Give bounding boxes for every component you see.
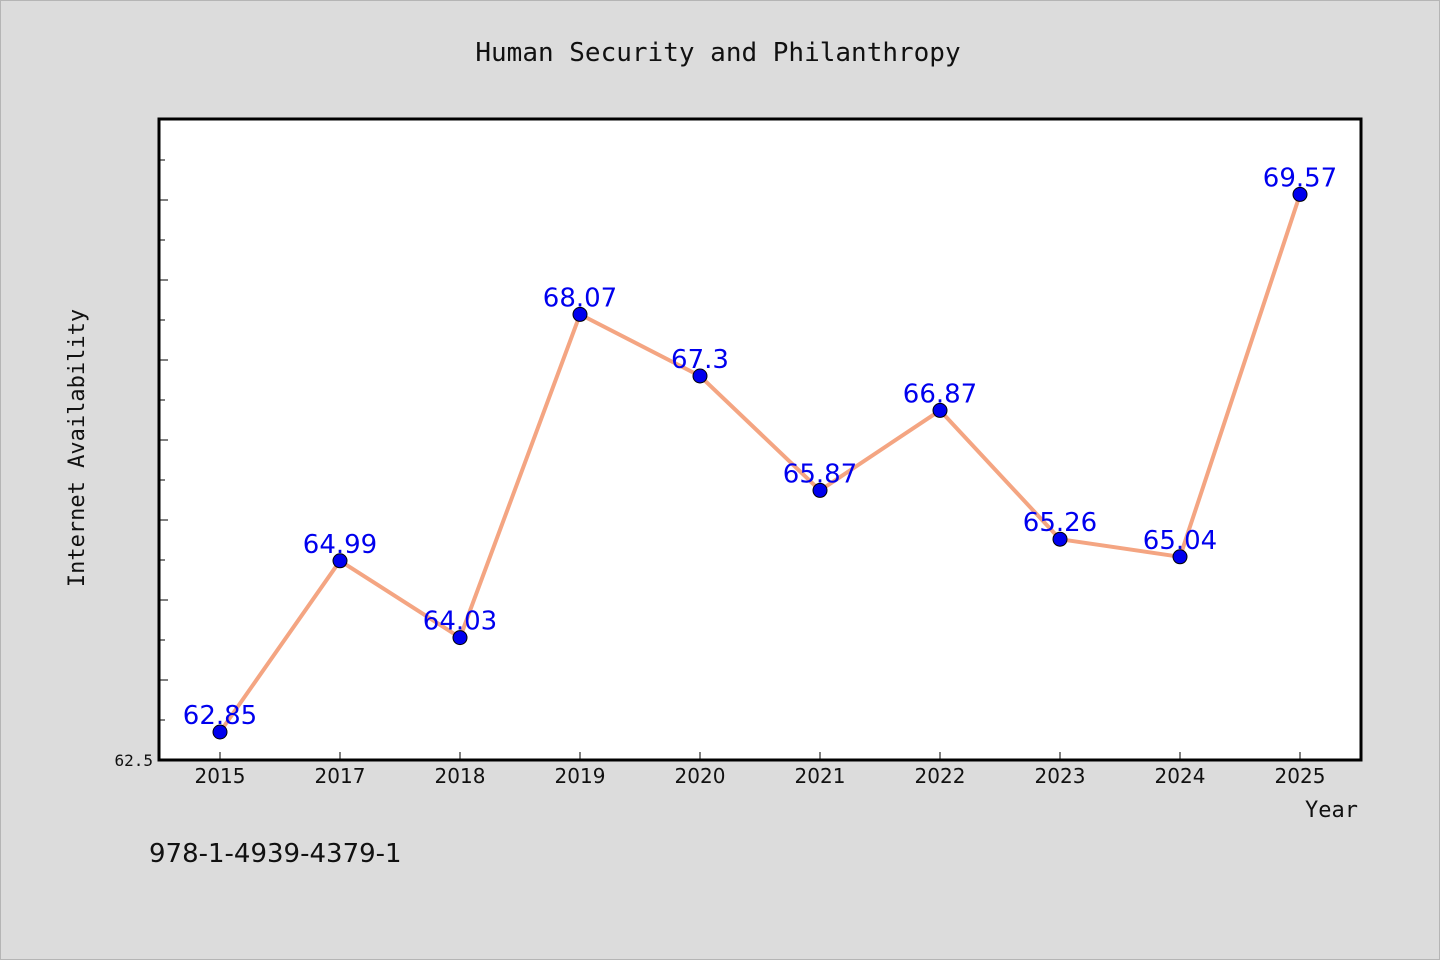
y-axis-label: Internet Availability <box>65 309 90 587</box>
footer-isbn: 978-1-4939-4379-1 <box>149 839 402 869</box>
x-tick-label: 2020 <box>675 764 726 788</box>
chart-title: Human Security and Philanthropy <box>475 38 960 68</box>
x-tick-label: 2019 <box>555 764 606 788</box>
series-line-layer <box>218 193 1302 734</box>
data-point-marker <box>812 482 828 498</box>
data-point-marker <box>1052 531 1068 547</box>
data-label: 68.07 <box>543 283 617 313</box>
data-label: 67.3 <box>671 345 729 375</box>
y-tick-label: 62.5 <box>114 751 153 770</box>
x-tick-label: 2021 <box>795 764 846 788</box>
y-axis-ticks: 62.5 <box>114 119 168 770</box>
x-tick-label: 2025 <box>1275 764 1326 788</box>
data-point-marker <box>212 724 228 740</box>
plot-area <box>157 117 1363 762</box>
data-label: 64.03 <box>423 607 497 637</box>
data-label: 65.87 <box>783 459 857 489</box>
markers-layer <box>212 186 1308 740</box>
data-label: 62.85 <box>183 701 257 731</box>
data-point-marker <box>452 630 468 646</box>
data-label: 69.57 <box>1263 163 1337 193</box>
data-point-marker <box>1292 186 1308 202</box>
series-line <box>218 193 1302 734</box>
data-point-marker <box>1172 549 1188 565</box>
x-tick-label: 2015 <box>195 764 246 788</box>
data-point-marker <box>932 402 948 418</box>
data-label: 65.26 <box>1023 508 1097 538</box>
x-tick-label: 2017 <box>315 764 366 788</box>
data-label: 64.99 <box>303 530 377 560</box>
x-axis-label: Year <box>1305 798 1358 823</box>
data-point-marker <box>692 368 708 384</box>
data-label: 65.04 <box>1143 526 1217 556</box>
data-labels-layer: 62.85 64.99 64.03 68.07 67.3 65.87 66.87 65.26 6… <box>183 163 1337 731</box>
x-axis-ticks: 2015 2017 2018 2019 2020 2021 2022 2023 2024 2025 <box>195 752 1326 788</box>
x-tick-label: 2022 <box>915 764 966 788</box>
x-tick-label: 2018 <box>435 764 486 788</box>
data-point-marker <box>572 306 588 322</box>
x-tick-label: 2024 <box>1155 764 1206 788</box>
x-tick-label: 2023 <box>1035 764 1086 788</box>
data-point-marker <box>332 553 348 569</box>
data-label: 66.87 <box>903 379 977 409</box>
